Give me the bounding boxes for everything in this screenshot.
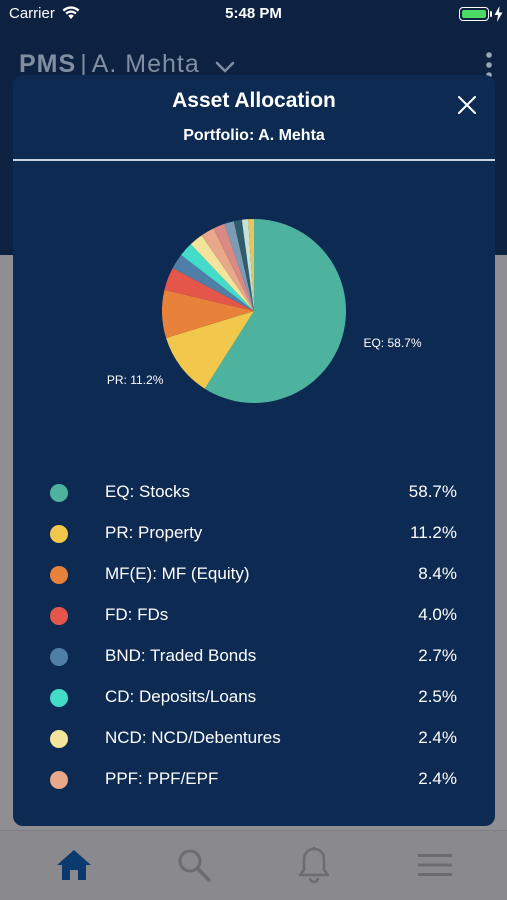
- legend-value: 2.7%: [418, 646, 457, 665]
- pie-slice-eq[interactable]: [204, 219, 346, 403]
- legend-label: NCD: NCD/Debentures: [105, 728, 281, 747]
- legend-label: FD: FDs: [105, 605, 169, 624]
- tab-notifications[interactable]: [292, 845, 336, 885]
- account-name: A. Mehta: [91, 50, 200, 78]
- legend-item[interactable]: FD: FDs 4.0%: [13, 597, 495, 638]
- legend-value: 8.4%: [418, 564, 457, 583]
- legend-value: 58.7%: [408, 482, 457, 501]
- legend-value: 4.0%: [418, 605, 457, 624]
- legend-item[interactable]: EQ: Stocks 58.7%: [13, 474, 495, 515]
- pie-slice-other-10[interactable]: [233, 219, 254, 311]
- legend-label: BND: Traded Bonds: [105, 646, 257, 665]
- legend-item[interactable]: MF(E): MF (Equity) 8.4%: [13, 556, 495, 597]
- menu-icon: [418, 854, 452, 876]
- legend-color-dot: [50, 566, 68, 584]
- legend-color-dot: [50, 648, 68, 666]
- tab-search[interactable]: [172, 845, 216, 885]
- pie-data-label: EQ: 58.7%: [363, 336, 421, 350]
- legend-color-dot: [50, 607, 68, 625]
- close-icon[interactable]: [457, 95, 477, 115]
- pie-slice-fd[interactable]: [164, 268, 254, 311]
- pie-slice-other-12[interactable]: [248, 219, 254, 311]
- pie-slice-bnd[interactable]: [172, 254, 254, 311]
- legend-value: 2.5%: [418, 687, 457, 706]
- charging-icon: [494, 6, 503, 22]
- bell-icon: [298, 846, 330, 884]
- pie-slice-ncd[interactable]: [190, 235, 254, 311]
- tab-menu[interactable]: [413, 845, 457, 885]
- legend-label: PPF: PPF/EPF: [105, 769, 219, 788]
- legend-color-dot: [50, 730, 68, 748]
- legend-item[interactable]: CD: Deposits/Loans 2.5%: [13, 679, 495, 720]
- pie-slice-mf-e-[interactable]: [162, 289, 254, 339]
- header-separator: |: [80, 50, 88, 78]
- legend-item[interactable]: NCD: NCD/Debentures 2.4%: [13, 720, 495, 761]
- pie-slice-other-11[interactable]: [241, 219, 254, 311]
- legend-color-dot: [50, 484, 68, 502]
- legend-color-dot: [50, 525, 68, 543]
- battery-icon: [459, 7, 489, 21]
- carrier-label: Carrier: [9, 5, 55, 22]
- legend-value: 2.4%: [418, 728, 457, 747]
- modal-subtitle: Portfolio: A. Mehta: [183, 127, 325, 144]
- pie-slice-pr[interactable]: [166, 311, 254, 389]
- pie-data-label: PR: 11.2%: [107, 373, 164, 387]
- legend-color-dot: [50, 771, 68, 789]
- tab-home[interactable]: [52, 845, 96, 885]
- tab-bar: [0, 830, 507, 900]
- legend-value: 2.4%: [418, 769, 457, 788]
- wifi-icon: [62, 6, 80, 19]
- legend-value: 11.2%: [410, 523, 457, 542]
- status-bar: Carrier 5:48 PM: [0, 0, 507, 28]
- pie-slice-ppf[interactable]: [201, 228, 254, 311]
- chevron-down-icon[interactable]: [215, 61, 235, 73]
- asset-allocation-modal: Asset Allocation Portfolio: A. Mehta EQ:…: [13, 75, 495, 826]
- status-time: 5:48 PM: [225, 5, 282, 22]
- battery-cap: [490, 11, 492, 17]
- pie-slice-cd[interactable]: [181, 244, 254, 311]
- legend-label: EQ: Stocks: [105, 482, 191, 501]
- legend-item[interactable]: BND: Traded Bonds 2.7%: [13, 638, 495, 679]
- pie-slice-other-8[interactable]: [213, 223, 254, 311]
- modal-divider: [13, 159, 495, 161]
- legend-label: MF(E): MF (Equity): [105, 564, 250, 583]
- brand-label: PMS: [19, 50, 77, 78]
- search-icon: [178, 849, 211, 882]
- legend-label: PR: Property: [105, 523, 203, 542]
- legend-label: CD: Deposits/Loans: [105, 687, 257, 706]
- modal-title: Asset Allocation: [172, 89, 336, 112]
- legend-item[interactable]: PR: Property 11.2%: [13, 515, 495, 556]
- home-icon: [57, 850, 91, 880]
- asset-allocation-pie-chart: EQ: 58.7% PR: 11.2%: [107, 219, 422, 403]
- legend-item[interactable]: PPF: PPF/EPF 2.4%: [13, 761, 495, 802]
- pie-slice-other-9[interactable]: [224, 221, 254, 311]
- header-title[interactable]: PMS | A. Mehta: [19, 50, 200, 79]
- legend-color-dot: [50, 689, 68, 707]
